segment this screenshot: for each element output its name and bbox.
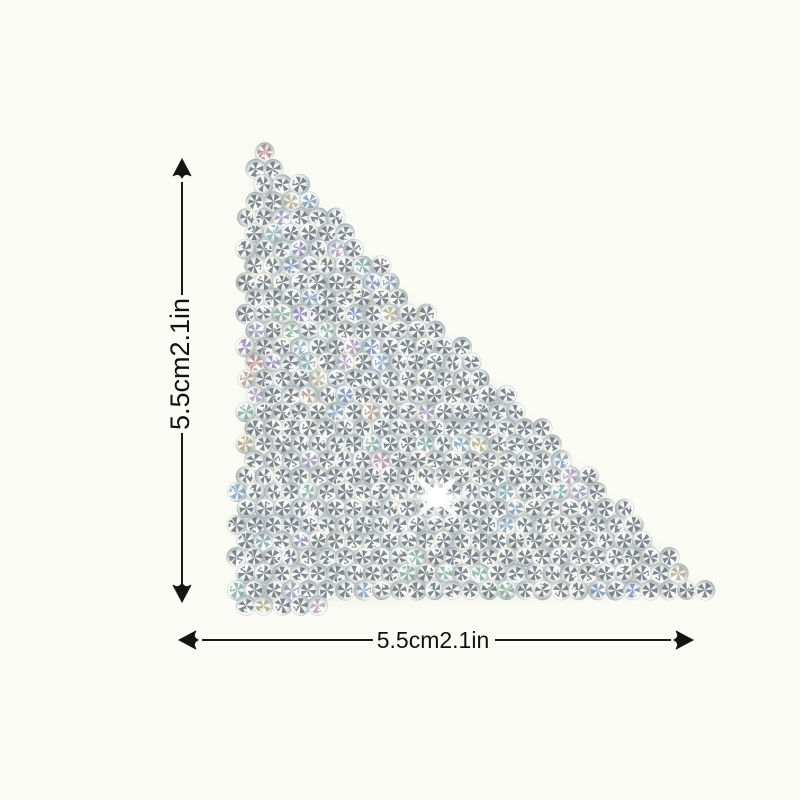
svg-text:5.5cm2.1in: 5.5cm2.1in	[377, 627, 490, 653]
svg-text:5.5cm2.1in: 5.5cm2.1in	[165, 298, 195, 430]
